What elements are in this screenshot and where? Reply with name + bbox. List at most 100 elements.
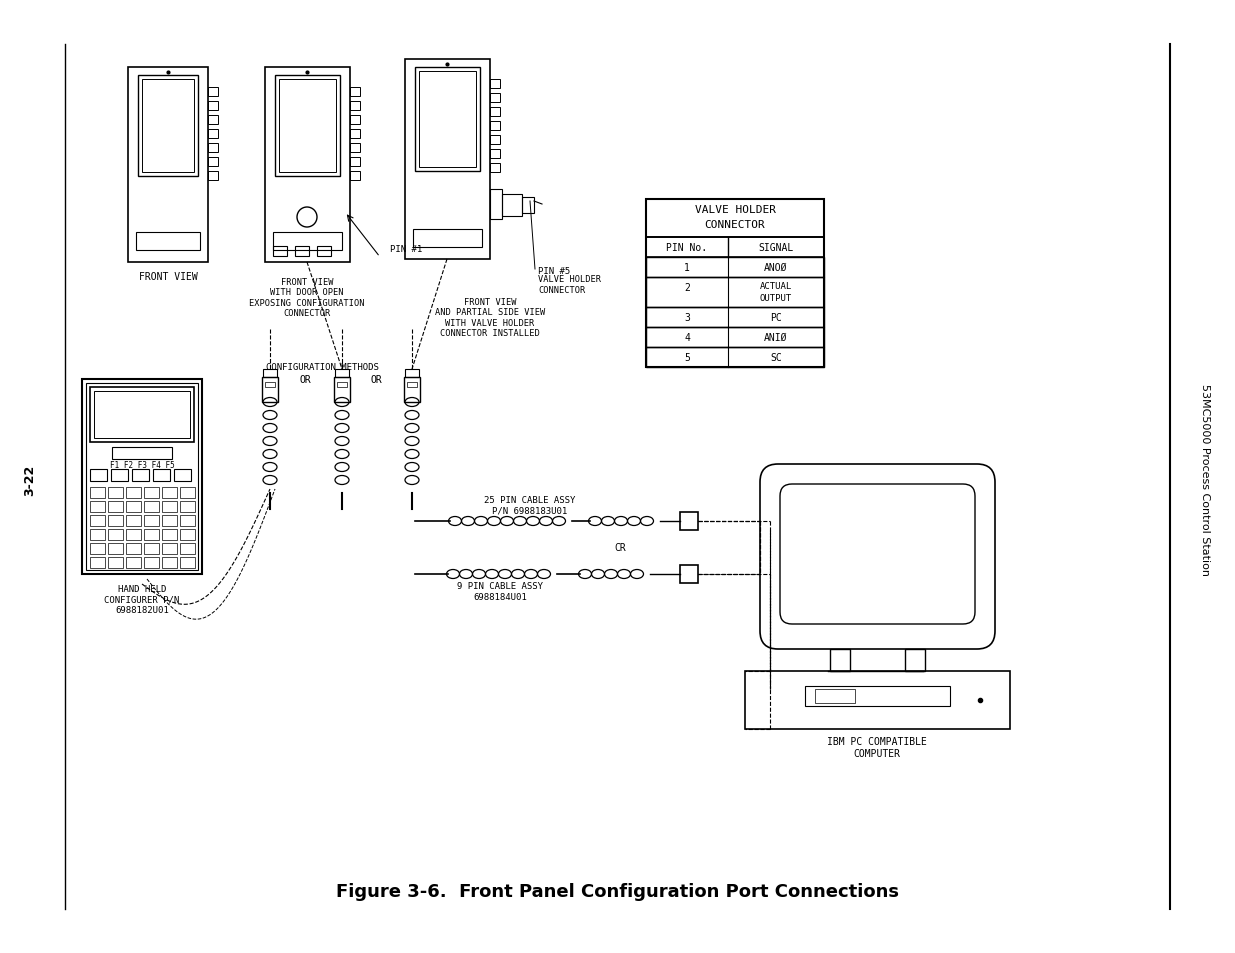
Bar: [745, 671, 1010, 729]
Bar: [646, 328, 824, 348]
Bar: [273, 233, 342, 251]
Bar: [805, 686, 950, 706]
Bar: [405, 60, 490, 260]
Text: SC: SC: [771, 353, 782, 363]
Bar: [111, 470, 128, 481]
Bar: [207, 116, 219, 125]
Bar: [144, 530, 159, 540]
Bar: [107, 488, 124, 498]
Bar: [404, 377, 420, 402]
Bar: [90, 543, 105, 555]
Bar: [144, 543, 159, 555]
Bar: [350, 130, 359, 139]
Text: OUTPUT: OUTPUT: [760, 294, 792, 303]
Bar: [207, 130, 219, 139]
Bar: [180, 558, 195, 568]
Text: ACTUAL: ACTUAL: [760, 282, 792, 292]
Text: VALVE HOLDER: VALVE HOLDER: [694, 205, 776, 214]
Text: Figure 3-6.  Front Panel Configuration Port Connections: Figure 3-6. Front Panel Configuration Po…: [336, 882, 899, 900]
Bar: [207, 172, 219, 181]
Bar: [107, 558, 124, 568]
Text: PIN No.: PIN No.: [667, 243, 708, 253]
Bar: [144, 516, 159, 526]
Bar: [162, 543, 177, 555]
Bar: [86, 384, 198, 571]
Text: HAND HELD
CONFIGURER P/N
6988182U01: HAND HELD CONFIGURER P/N 6988182U01: [105, 584, 179, 615]
Text: FRONT VIEW
WITH DOOR OPEN
EXPOSING CONFIGURATION
CONNECTOR: FRONT VIEW WITH DOOR OPEN EXPOSING CONFI…: [249, 277, 364, 317]
Bar: [144, 558, 159, 568]
Text: SIGNAL: SIGNAL: [758, 243, 794, 253]
Bar: [646, 308, 824, 328]
Text: FRONT VIEW: FRONT VIEW: [138, 272, 198, 282]
Bar: [126, 488, 141, 498]
Bar: [126, 516, 141, 526]
Text: CONNECTOR: CONNECTOR: [705, 220, 766, 230]
Bar: [905, 649, 925, 671]
Bar: [112, 448, 172, 459]
Bar: [490, 136, 500, 145]
Text: CR: CR: [614, 542, 626, 553]
Bar: [501, 194, 522, 216]
Bar: [646, 348, 824, 368]
Bar: [490, 122, 500, 131]
Bar: [646, 237, 824, 257]
Bar: [138, 76, 198, 177]
Bar: [180, 516, 195, 526]
Text: F1 F2 F3 F4 F5: F1 F2 F3 F4 F5: [110, 461, 174, 470]
Bar: [132, 470, 149, 481]
Text: 1: 1: [684, 263, 690, 273]
Bar: [144, 501, 159, 513]
Bar: [680, 565, 698, 583]
Text: PC: PC: [771, 313, 782, 323]
Bar: [350, 144, 359, 152]
Bar: [490, 94, 500, 103]
Bar: [490, 150, 500, 159]
Text: 9 PIN CABLE ASSY
6988184U01: 9 PIN CABLE ASSY 6988184U01: [457, 581, 543, 601]
Bar: [335, 370, 350, 377]
Bar: [162, 530, 177, 540]
Bar: [90, 488, 105, 498]
Bar: [646, 200, 824, 368]
Bar: [295, 247, 309, 256]
Bar: [136, 233, 200, 251]
Bar: [107, 501, 124, 513]
Bar: [107, 530, 124, 540]
Bar: [142, 80, 194, 173]
Bar: [144, 488, 159, 498]
Bar: [490, 164, 500, 172]
Bar: [207, 88, 219, 97]
Bar: [266, 68, 350, 263]
Bar: [90, 530, 105, 540]
Bar: [207, 144, 219, 152]
Bar: [333, 377, 350, 402]
Bar: [107, 516, 124, 526]
Bar: [180, 530, 195, 540]
Text: CONFIGURATION METHODS: CONFIGURATION METHODS: [266, 363, 378, 372]
Bar: [162, 501, 177, 513]
Bar: [830, 649, 850, 671]
Text: ANIØ: ANIØ: [764, 333, 788, 343]
Bar: [415, 68, 480, 172]
Bar: [126, 558, 141, 568]
Bar: [180, 543, 195, 555]
Bar: [646, 200, 824, 237]
Bar: [279, 80, 336, 173]
Bar: [680, 513, 698, 531]
Bar: [90, 388, 194, 442]
Bar: [646, 277, 824, 308]
Bar: [273, 247, 287, 256]
Bar: [522, 198, 534, 213]
Bar: [174, 470, 191, 481]
Bar: [90, 501, 105, 513]
Bar: [490, 108, 500, 117]
Bar: [412, 230, 482, 248]
Bar: [350, 172, 359, 181]
Text: FRONT VIEW
AND PARTIAL SIDE VIEW
WITH VALVE HOLDER
CONNECTOR INSTALLED: FRONT VIEW AND PARTIAL SIDE VIEW WITH VA…: [435, 297, 545, 337]
Text: PIN #5: PIN #5: [538, 267, 571, 276]
Bar: [350, 158, 359, 167]
Bar: [490, 80, 500, 89]
Text: 4: 4: [684, 333, 690, 343]
Bar: [128, 68, 207, 263]
Text: PIN #1: PIN #1: [390, 245, 422, 254]
Bar: [317, 247, 331, 256]
